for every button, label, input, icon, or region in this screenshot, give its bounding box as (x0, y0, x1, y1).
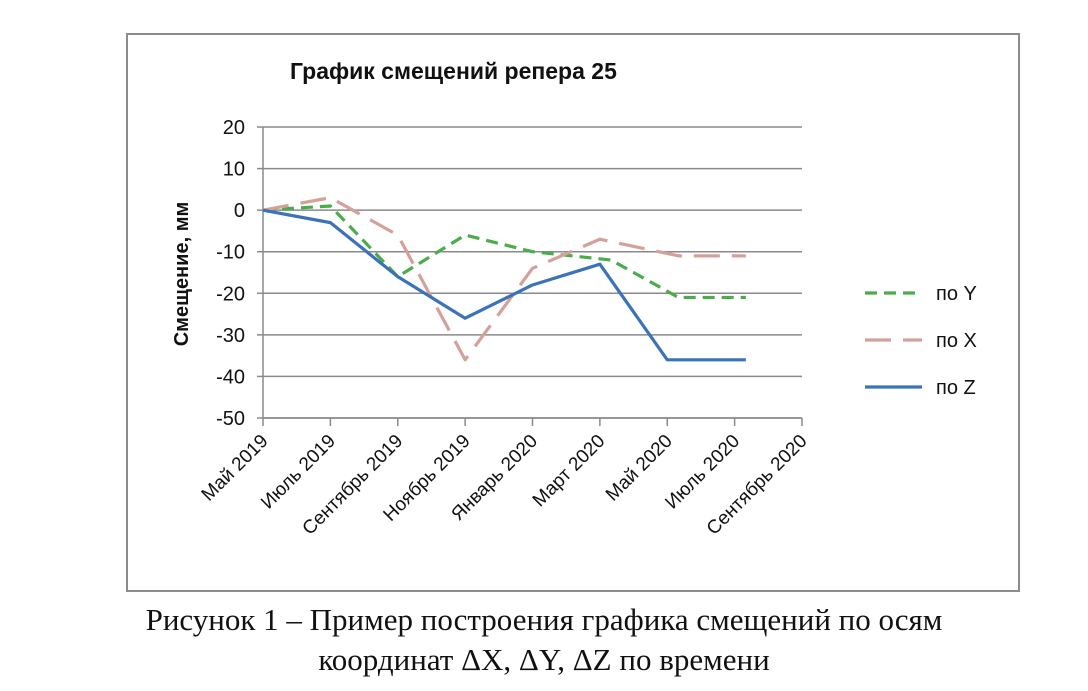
grid-lines (263, 126, 802, 419)
legend-label-0: по Y (936, 283, 977, 305)
y-tick-label: -50 (216, 408, 245, 430)
series-lines (262, 196, 746, 362)
y-tick-label: 10 (223, 159, 245, 181)
y-tick-label: -20 (216, 283, 245, 305)
caption-line-1: Рисунок 1 – Пример построения графика см… (145, 602, 943, 637)
legend: по Y по X по Z (865, 283, 977, 399)
y-tick-label: -10 (216, 242, 245, 264)
figure-caption: Рисунок 1 – Пример построения графика см… (0, 600, 1088, 680)
y-axis-label: Смещение, мм (171, 202, 193, 347)
x-tick-label: Март 2020 (529, 431, 610, 512)
legend-label-1: по X (936, 330, 977, 352)
chart-title: График смещений репера 25 (290, 58, 617, 84)
series-line-2 (262, 208, 746, 362)
chart-frame (126, 33, 1020, 592)
caption-line-2: координат ΔX, ΔY, ΔZ по времени (318, 642, 770, 677)
y-tick-label: -40 (216, 366, 245, 388)
y-tick-labels: 20 10 0 -10 -20 -30 -40 -50 (216, 117, 245, 430)
y-tick-label: 0 (234, 200, 245, 222)
series-line-0 (262, 204, 746, 300)
series-line-1 (262, 196, 746, 362)
legend-label-2: по Z (936, 377, 976, 399)
y-tick-label: 20 (223, 117, 245, 139)
axes (257, 126, 803, 426)
y-tick-label: -30 (216, 325, 245, 347)
